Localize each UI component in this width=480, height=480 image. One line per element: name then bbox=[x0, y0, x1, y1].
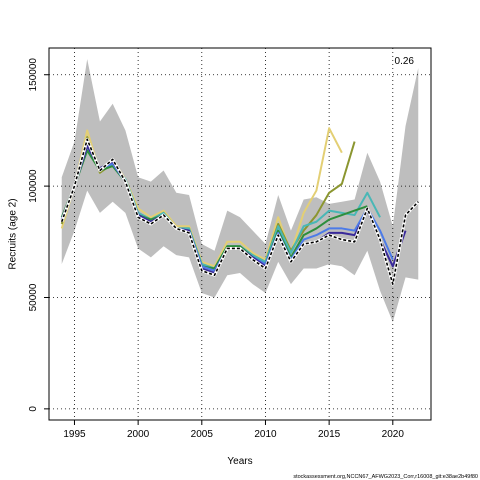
x-tick-label-2015: 2015 bbox=[318, 429, 341, 440]
x-tick-label-2000: 2000 bbox=[127, 429, 150, 440]
y-axis-title: Recruits (age 2) bbox=[8, 198, 19, 269]
x-tick-label-2010: 2010 bbox=[254, 429, 277, 440]
confidence-band bbox=[61, 59, 419, 322]
y-axis: 0 50000 100000 150000 bbox=[28, 58, 49, 412]
y-tick-label-100000: 100000 bbox=[28, 169, 39, 203]
x-tick-label-2020: 2020 bbox=[382, 429, 405, 440]
x-axis-title: Years bbox=[227, 456, 252, 467]
y-tick-label-0: 0 bbox=[28, 406, 39, 412]
y-tick-label-150000: 150000 bbox=[28, 58, 39, 92]
source-footer: stockassessment.org,NCCN67_AFWG2023_Corr… bbox=[293, 474, 478, 480]
series-line-4 bbox=[60, 149, 368, 270]
series-layer bbox=[60, 127, 420, 286]
y-tick-label-50000: 50000 bbox=[28, 283, 39, 311]
plot-frame bbox=[48, 47, 432, 421]
mohn-rho-annotation: 0.26 bbox=[395, 56, 415, 67]
x-tick-label-1995: 1995 bbox=[63, 429, 86, 440]
x-tick-label-2005: 2005 bbox=[191, 429, 214, 440]
confidence-band-layer bbox=[61, 59, 419, 322]
series-line-7-halo bbox=[60, 137, 420, 286]
x-axis: 1995 2000 2005 2010 2015 2020 bbox=[63, 420, 404, 440]
